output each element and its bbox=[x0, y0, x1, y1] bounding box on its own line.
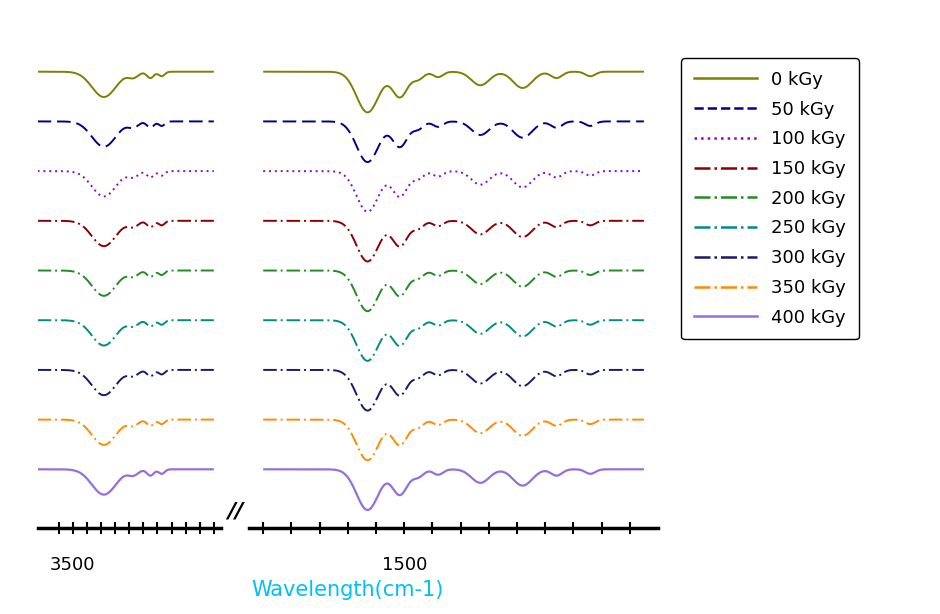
Text: 1500: 1500 bbox=[382, 556, 427, 573]
Text: //: // bbox=[227, 502, 243, 522]
Text: 3500: 3500 bbox=[50, 556, 96, 573]
Text: Wavelength(cm-1): Wavelength(cm-1) bbox=[252, 580, 444, 600]
Legend: 0 kGy, 50 kGy, 100 kGy, 150 kGy, 200 kGy, 250 kGy, 300 kGy, 350 kGy, 400 kGy: 0 kGy, 50 kGy, 100 kGy, 150 kGy, 200 kGy… bbox=[682, 58, 859, 340]
